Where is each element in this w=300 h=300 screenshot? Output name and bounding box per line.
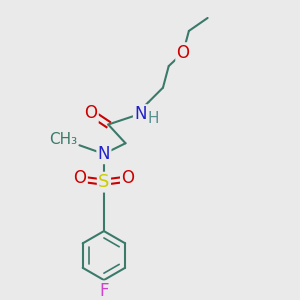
Text: N: N bbox=[134, 106, 147, 124]
Text: O: O bbox=[74, 169, 86, 187]
Text: S: S bbox=[98, 173, 110, 191]
Text: N: N bbox=[98, 145, 110, 163]
Text: O: O bbox=[85, 104, 98, 122]
Text: CH₃: CH₃ bbox=[49, 132, 77, 147]
Text: F: F bbox=[99, 282, 109, 300]
Text: O: O bbox=[121, 169, 134, 187]
Text: H: H bbox=[148, 111, 160, 126]
Text: O: O bbox=[177, 44, 190, 62]
